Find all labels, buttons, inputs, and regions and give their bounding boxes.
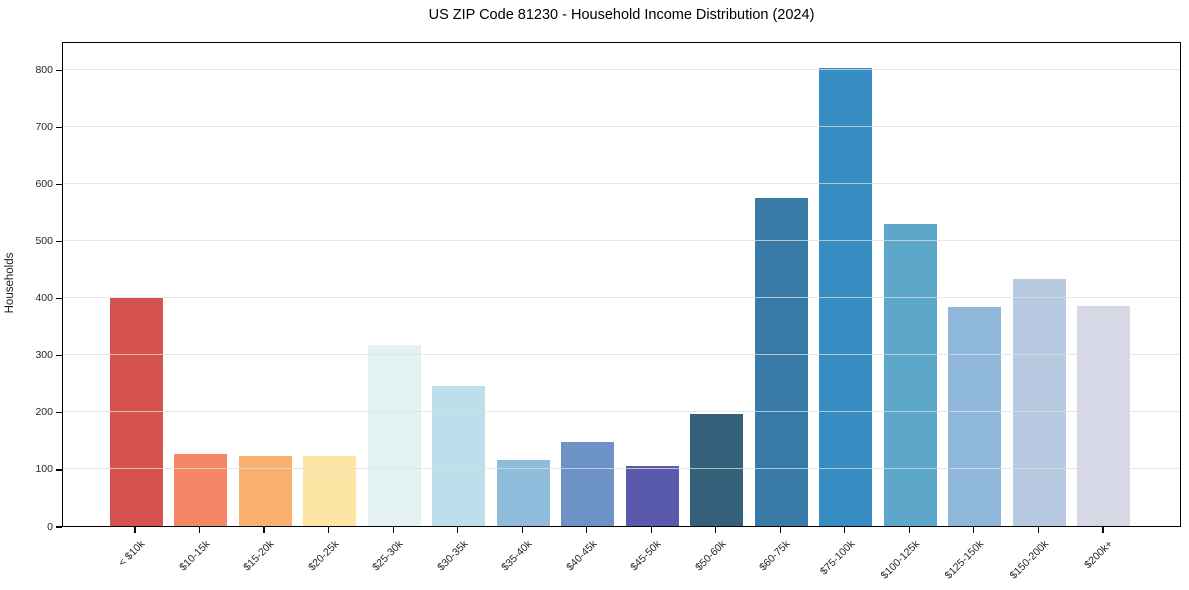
x-tick-label: $15-20k: [241, 538, 277, 574]
x-tick-mark: [586, 527, 588, 533]
x-tick-label: $75-100k: [817, 538, 858, 578]
chart-title: US ZIP Code 81230 - Household Income Dis…: [428, 7, 815, 23]
x-tick-mark: [973, 527, 975, 533]
y-tick-mark: [56, 184, 62, 186]
gridline: [63, 240, 1180, 242]
bar: [948, 306, 1002, 526]
x-tick-label: $30-35k: [434, 538, 471, 574]
x-tick-mark: [263, 527, 265, 533]
x-tick-label: $10-15k: [176, 538, 213, 574]
gridline: [63, 297, 1180, 299]
x-tick-mark: [1037, 527, 1039, 533]
gridline: [63, 468, 1180, 470]
y-tick-label: 800: [35, 64, 53, 77]
x-tick-label: $20-25k: [305, 538, 342, 574]
x-tick-label: $100-125k: [878, 538, 922, 582]
y-axis-label: Households: [4, 252, 16, 314]
x-tick-mark: [134, 527, 136, 533]
bar: [367, 344, 421, 526]
y-tick-label: 400: [35, 292, 53, 305]
bar: [432, 386, 486, 526]
y-tick-mark: [56, 526, 62, 528]
gridline: [63, 411, 1180, 413]
x-tick-mark: [650, 527, 652, 533]
x-tick-mark: [198, 527, 201, 533]
x-tick-mark: [715, 527, 717, 533]
x-tick-label: $200k+: [1082, 538, 1116, 572]
bar: [1077, 305, 1131, 526]
x-tick-mark: [457, 527, 459, 533]
y-tick-mark: [56, 469, 62, 471]
bar: [883, 224, 937, 526]
y-tick-mark: [56, 241, 62, 243]
bar: [819, 67, 873, 526]
x-tick-label: $125-150k: [942, 538, 987, 582]
x-tick-label: < $10k: [116, 538, 148, 569]
y-tick-label: 700: [35, 121, 53, 134]
bar: [625, 466, 679, 526]
x-tick-mark: [521, 527, 523, 533]
bar: [496, 460, 550, 526]
gridline: [63, 183, 1180, 185]
x-tick-mark: [392, 527, 394, 533]
x-tick-label: $40-45k: [563, 538, 600, 574]
x-tick-mark: [908, 527, 910, 533]
bar: [690, 414, 744, 526]
x-tick-label: $150-200k: [1007, 538, 1051, 582]
gridline: [63, 354, 1180, 356]
x-tick-mark: [779, 527, 781, 533]
y-tick-mark: [56, 126, 62, 129]
bar: [238, 455, 292, 526]
x-tick-label: $45-50k: [628, 538, 664, 574]
x-tick-mark: [327, 527, 330, 533]
x-tick-label: $50-60k: [692, 538, 729, 574]
x-tick-label: $25-30k: [370, 538, 406, 574]
bar: [174, 453, 228, 526]
y-tick-label: 600: [35, 178, 53, 191]
gridline: [63, 69, 1180, 71]
x-tick-label: $60-75k: [757, 538, 793, 574]
plot-area: [62, 42, 1181, 527]
bar: [754, 197, 808, 526]
y-tick-label: 500: [35, 235, 53, 248]
bar: [561, 441, 615, 526]
y-tick-label: 100: [35, 463, 53, 476]
x-tick-mark: [844, 527, 846, 533]
y-tick-mark: [56, 355, 62, 357]
gridline: [63, 126, 1180, 128]
y-tick-label: 300: [35, 349, 53, 362]
bar: [1012, 278, 1066, 526]
y-tick-mark: [56, 412, 62, 414]
x-tick-mark: [1102, 527, 1104, 533]
bar: [303, 456, 357, 526]
y-tick-mark: [56, 298, 62, 300]
y-tick-label: 200: [35, 406, 53, 419]
y-tick-mark: [56, 69, 62, 72]
y-tick-label: 0: [47, 520, 53, 533]
x-tick-label: $35-40k: [499, 538, 535, 574]
